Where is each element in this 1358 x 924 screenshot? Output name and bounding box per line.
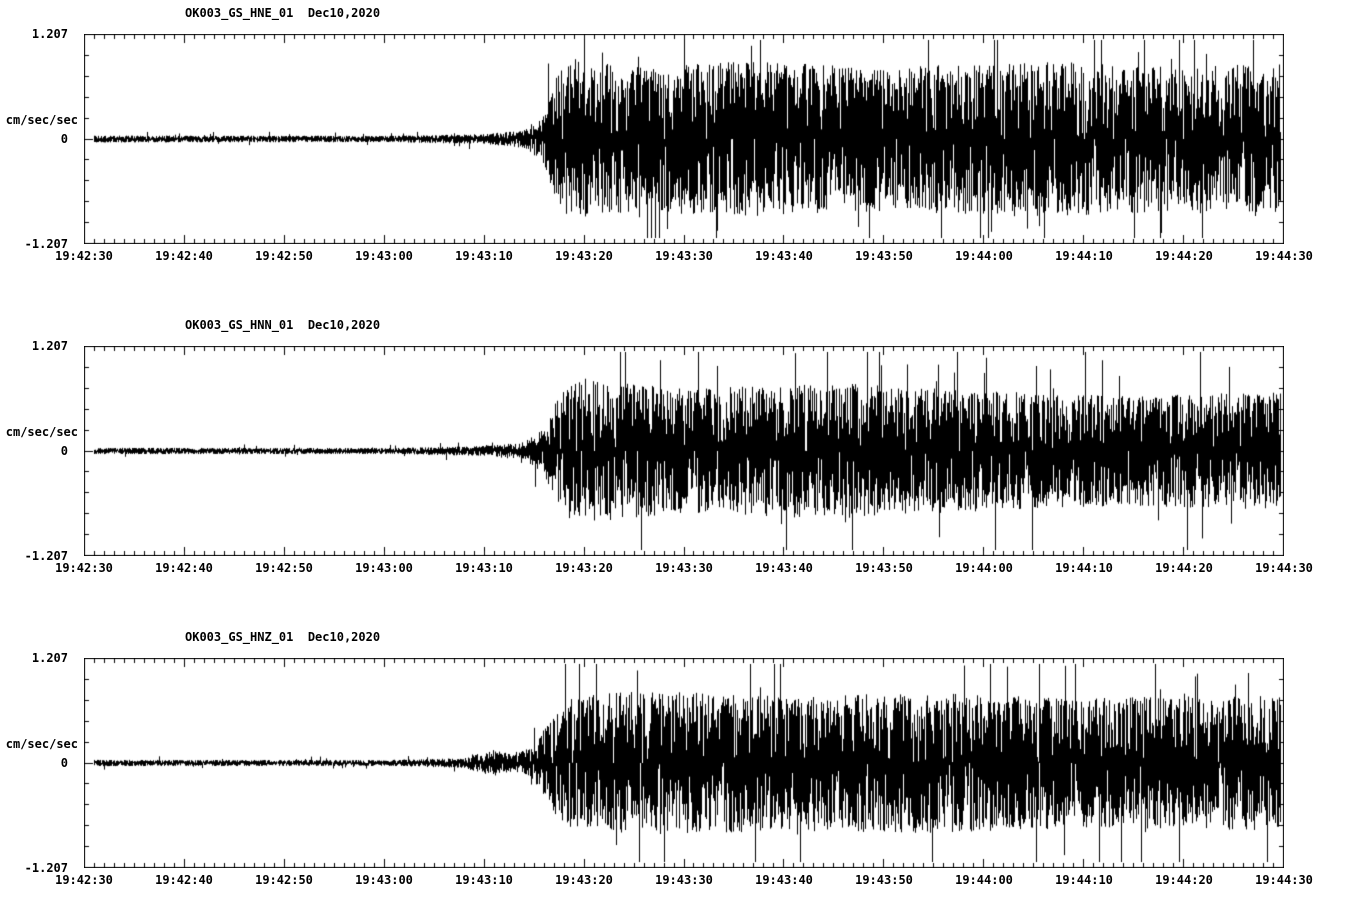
x-axis-labels-hnn: 19:42:30 19:42:40 19:42:50 19:43:00 19:43:10… (55, 556, 1313, 580)
y-tick-zero: 0 (60, 444, 68, 458)
waveform-canvas-hnz (84, 658, 1284, 868)
seismogram-panel-hne: OK003_GS_HNE_01 Dec10,2020 1.207 cm/sec/… (0, 6, 1358, 268)
y-tick-min: -1.207 (24, 549, 68, 563)
plot-area-hnz (84, 658, 1284, 868)
y-axis-hnz: 1.207 cm/sec/sec 0 -1.207 (0, 651, 84, 875)
x-tick-label: 19:43:10 (455, 249, 513, 263)
x-tick-label: 19:44:00 (955, 561, 1013, 575)
y-axis-hne: 1.207 cm/sec/sec 0 -1.207 (0, 27, 84, 251)
waveform-canvas-hne (84, 34, 1284, 244)
y-axis-hnn: 1.207 cm/sec/sec 0 -1.207 (0, 339, 84, 563)
x-tick-label: 19:44:30 (1255, 873, 1313, 887)
trace-title-hnn: OK003_GS_HNN_01 Dec10,2020 (185, 318, 381, 332)
x-tick-label: 19:43:00 (355, 249, 413, 263)
x-tick-label: 19:43:50 (855, 873, 913, 887)
x-tick-label: 19:42:50 (255, 561, 313, 575)
x-tick-label: 19:44:20 (1155, 873, 1213, 887)
x-tick-label: 19:43:50 (855, 249, 913, 263)
seismogram-page: OK003_GS_HNE_01 Dec10,2020 1.207 cm/sec/… (0, 6, 1358, 892)
x-tick-label: 19:42:30 (55, 249, 113, 263)
x-tick-label: 19:44:30 (1255, 561, 1313, 575)
waveform-canvas-hnn (84, 346, 1284, 556)
x-tick-label: 19:44:10 (1055, 873, 1113, 887)
x-tick-label: 19:43:40 (755, 873, 813, 887)
x-tick-label: 19:43:20 (555, 873, 613, 887)
x-tick-label: 19:44:20 (1155, 561, 1213, 575)
x-tick-label: 19:43:40 (755, 249, 813, 263)
y-axis-unit: cm/sec/sec (5, 737, 78, 751)
x-tick-label: 19:43:30 (655, 873, 713, 887)
x-tick-label: 19:43:00 (355, 561, 413, 575)
x-tick-label: 19:44:10 (1055, 249, 1113, 263)
x-tick-label: 19:43:50 (855, 561, 913, 575)
trace-title-hnz: OK003_GS_HNZ_01 Dec10,2020 (185, 630, 381, 644)
y-axis-unit: cm/sec/sec (5, 113, 78, 127)
y-axis-unit: cm/sec/sec (5, 425, 78, 439)
x-tick-label: 19:42:50 (255, 249, 313, 263)
seismogram-panel-hnn: OK003_GS_HNN_01 Dec10,2020 1.207 cm/sec/… (0, 318, 1358, 580)
y-tick-zero: 0 (60, 756, 68, 770)
plot-area-hne (84, 34, 1284, 244)
y-tick-zero: 0 (60, 132, 68, 146)
x-tick-label: 19:42:30 (55, 873, 113, 887)
x-tick-label: 19:43:10 (455, 561, 513, 575)
x-tick-label: 19:42:30 (55, 561, 113, 575)
x-tick-label: 19:43:30 (655, 561, 713, 575)
x-tick-label: 19:43:00 (355, 873, 413, 887)
y-tick-min: -1.207 (24, 861, 68, 875)
x-tick-label: 19:44:20 (1155, 249, 1213, 263)
x-tick-label: 19:43:20 (555, 561, 613, 575)
trace-title-hne: OK003_GS_HNE_01 Dec10,2020 (185, 6, 381, 20)
x-tick-label: 19:43:20 (555, 249, 613, 263)
y-tick-max: 1.207 (31, 339, 68, 353)
x-tick-label: 19:44:00 (955, 873, 1013, 887)
x-tick-label: 19:42:50 (255, 873, 313, 887)
plot-area-hnn (84, 346, 1284, 556)
x-axis-labels-hne: 19:42:30 19:42:40 19:42:50 19:43:00 19:43:10… (55, 244, 1313, 268)
x-tick-label: 19:42:40 (155, 873, 213, 887)
x-axis-labels-hnz: 19:42:30 19:42:40 19:42:50 19:43:00 19:43:10… (55, 868, 1313, 892)
y-tick-max: 1.207 (31, 651, 68, 665)
x-tick-label: 19:44:00 (955, 249, 1013, 263)
x-tick-label: 19:42:40 (155, 561, 213, 575)
x-tick-label: 19:43:10 (455, 873, 513, 887)
seismogram-panel-hnz: OK003_GS_HNZ_01 Dec10,2020 1.207 cm/sec/… (0, 630, 1358, 892)
y-tick-min: -1.207 (24, 237, 68, 251)
x-tick-label: 19:43:40 (755, 561, 813, 575)
y-tick-max: 1.207 (31, 27, 68, 41)
x-tick-label: 19:42:40 (155, 249, 213, 263)
x-tick-label: 19:44:10 (1055, 561, 1113, 575)
x-tick-label: 19:43:30 (655, 249, 713, 263)
x-tick-label: 19:44:30 (1255, 249, 1313, 263)
